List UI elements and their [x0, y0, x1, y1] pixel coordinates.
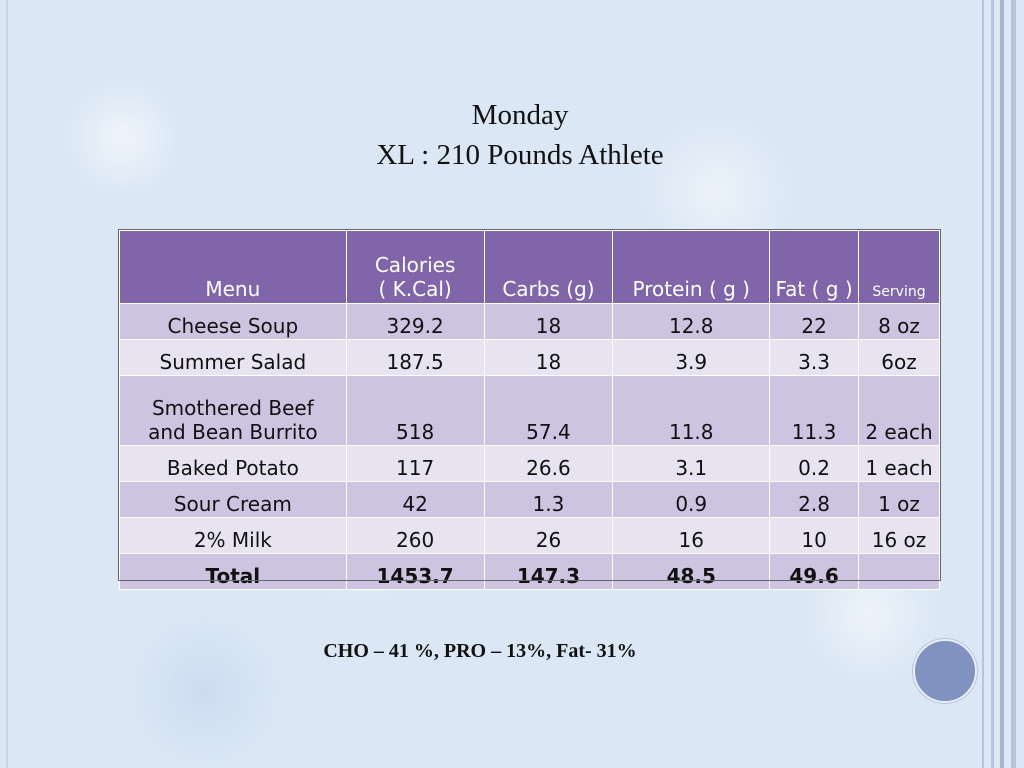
- cell-protein: 12.8: [612, 303, 771, 340]
- cell-fat: 3.3: [769, 339, 860, 376]
- cell-serving: 1 each: [858, 445, 940, 482]
- cell-menu: Sour Cream: [119, 481, 347, 518]
- cell-fat: 0.2: [769, 445, 860, 482]
- cell-calories: 329.2: [345, 303, 485, 340]
- left-frame-line: [6, 0, 8, 768]
- table-total-row: Total 1453.7 147.3 48.5 49.6: [119, 553, 940, 590]
- cell-protein: 16: [612, 517, 771, 554]
- header-carbs: Carbs (g): [483, 230, 614, 304]
- total-protein: 48.5: [612, 553, 771, 590]
- cell-menu: Baked Potato: [119, 445, 347, 482]
- cell-calories: 187.5: [345, 339, 485, 376]
- table-row: 2% Milk 260 26 16 10 16 oz: [119, 517, 940, 554]
- table-row: Sour Cream 42 1.3 0.9 2.8 1 oz: [119, 481, 940, 518]
- cell-protein: 3.9: [612, 339, 771, 376]
- header-serving: Serving: [858, 230, 940, 304]
- header-calories: Calories ( K.Cal): [345, 230, 485, 304]
- cell-serving: 2 each: [858, 375, 940, 446]
- title-day: Monday: [471, 99, 569, 131]
- total-serving: [858, 553, 940, 590]
- cell-calories: 117: [345, 445, 485, 482]
- slide-title: Monday XL : 210 Pounds Athlete: [220, 95, 820, 175]
- cell-fat: 22: [769, 303, 860, 340]
- cell-carbs: 26: [483, 517, 614, 554]
- header-calories-line1: Calories: [374, 253, 456, 277]
- header-protein: Protein ( g ): [612, 230, 771, 304]
- cell-protein: 11.8: [612, 375, 771, 446]
- decorative-circle: [913, 639, 977, 703]
- cell-calories: 260: [345, 517, 485, 554]
- table-row: Baked Potato 117 26.6 3.1 0.2 1 each: [119, 445, 940, 482]
- cell-serving: 16 oz: [858, 517, 940, 554]
- cell-menu-line1: Smothered Beef: [151, 396, 314, 420]
- cell-carbs: 18: [483, 303, 614, 340]
- nutrition-table: Menu Calories ( K.Cal) Carbs (g) Protein…: [119, 230, 940, 590]
- cell-menu: Summer Salad: [119, 339, 347, 376]
- cell-serving: 8 oz: [858, 303, 940, 340]
- cell-calories: 42: [345, 481, 485, 518]
- table-header-row: Menu Calories ( K.Cal) Carbs (g) Protein…: [119, 230, 940, 304]
- cell-carbs: 1.3: [483, 481, 614, 518]
- table-row: Smothered Beef and Bean Burrito 518 57.4…: [119, 375, 940, 446]
- header-fat: Fat ( g ): [769, 230, 860, 304]
- title-subtitle: XL : 210 Pounds Athlete: [376, 139, 664, 171]
- cell-fat: 11.3: [769, 375, 860, 446]
- total-carbs: 147.3: [483, 553, 614, 590]
- cell-protein: 0.9: [612, 481, 771, 518]
- total-label: Total: [119, 553, 347, 590]
- table-row: Summer Salad 187.5 18 3.9 3.3 6oz: [119, 339, 940, 376]
- header-menu: Menu: [119, 230, 347, 304]
- cell-protein: 3.1: [612, 445, 771, 482]
- total-fat: 49.6: [769, 553, 860, 590]
- cell-fat: 2.8: [769, 481, 860, 518]
- cell-carbs: 26.6: [483, 445, 614, 482]
- cell-carbs: 57.4: [483, 375, 614, 446]
- total-calories: 1453.7: [345, 553, 485, 590]
- cell-serving: 6oz: [858, 339, 940, 376]
- cell-menu-line2: and Bean Burrito: [148, 420, 318, 444]
- cell-serving: 1 oz: [858, 481, 940, 518]
- cell-menu: Cheese Soup: [119, 303, 347, 340]
- right-frame-bars: [978, 0, 1024, 768]
- cell-carbs: 18: [483, 339, 614, 376]
- cell-menu: 2% Milk: [119, 517, 347, 554]
- header-calories-line2: ( K.Cal): [378, 277, 452, 301]
- macro-summary: CHO – 41 %, PRO – 13%, Fat- 31%: [323, 640, 637, 662]
- cell-menu: Smothered Beef and Bean Burrito: [119, 375, 347, 446]
- cell-calories: 518: [345, 375, 485, 446]
- table-row: Cheese Soup 329.2 18 12.8 22 8 oz: [119, 303, 940, 340]
- cell-fat: 10: [769, 517, 860, 554]
